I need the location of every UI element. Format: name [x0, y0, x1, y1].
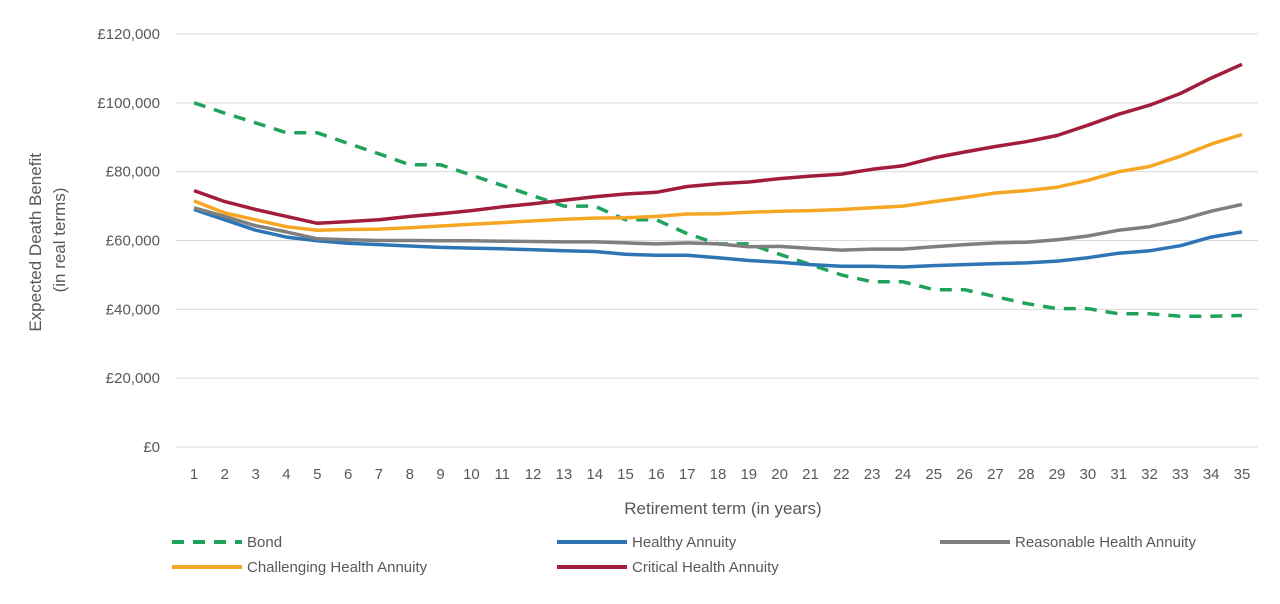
legend-label: Reasonable Health Annuity	[1015, 534, 1196, 551]
series-line-healthy-annuity	[193, 207, 1243, 269]
x-tick-label: 17	[679, 466, 696, 483]
x-axis-title: Retirement term (in years)	[624, 499, 821, 518]
x-tick-label: 29	[1049, 466, 1066, 483]
series-line-bond	[193, 101, 1243, 318]
y-tick-label: £0	[143, 439, 160, 456]
series-line-challenging-health-annuity	[193, 132, 1243, 232]
legend-label: Challenging Health Annuity	[247, 559, 428, 576]
y-tick-label: £100,000	[97, 95, 160, 112]
y-axis-title-line-2: (in real terms)	[50, 188, 69, 293]
y-axis-tick-labels: £0 £20,000 £40,000 £60,000 £80,000 £100,000 £1…	[97, 26, 160, 456]
x-tick-label: 11	[494, 466, 510, 483]
legend-label: Healthy Annuity	[632, 534, 737, 551]
x-tick-label: 35	[1234, 466, 1251, 483]
y-tick-label: £60,000	[106, 233, 160, 250]
legend-item-bond: Bond	[172, 534, 282, 551]
x-tick-label: 18	[710, 466, 727, 483]
x-tick-label: 15	[617, 466, 634, 483]
legend: Bond Healthy Annuity Reasonable Health Ann…	[172, 534, 1196, 576]
x-tick-label: 22	[833, 466, 850, 483]
x-tick-label: 7	[375, 466, 383, 483]
x-tick-label: 6	[344, 466, 352, 483]
series-line-critical-health-annuity	[193, 62, 1243, 226]
x-tick-label: 25	[925, 466, 942, 483]
x-tick-label: 30	[1080, 466, 1097, 483]
y-axis-title: Expected Death Benefit (in real terms)	[26, 148, 69, 331]
y-tick-label: £20,000	[106, 370, 160, 387]
x-tick-label: 21	[802, 466, 819, 483]
x-tick-label: 23	[864, 466, 881, 483]
legend-item-reasonable-health-annuity: Reasonable Health Annuity	[940, 534, 1196, 551]
legend-item-critical-health-annuity: Critical Health Annuity	[557, 559, 779, 576]
x-tick-label: 20	[771, 466, 788, 483]
x-tick-label: 4	[282, 466, 290, 483]
legend-label: Bond	[247, 534, 282, 551]
x-tick-label: 28	[1018, 466, 1035, 483]
y-axis-title-line-1: Expected Death Benefit	[26, 153, 45, 332]
x-tick-label: 34	[1203, 466, 1220, 483]
x-tick-label: 13	[556, 466, 573, 483]
x-tick-label: 2	[221, 466, 229, 483]
x-tick-label: 26	[956, 466, 973, 483]
x-tick-label: 24	[895, 466, 912, 483]
x-tick-label: 19	[740, 466, 757, 483]
x-tick-label: 1	[190, 466, 198, 483]
x-tick-label: 14	[586, 466, 603, 483]
y-tick-label: £40,000	[106, 301, 160, 318]
x-tick-label: 3	[251, 466, 259, 483]
x-tick-label: 5	[313, 466, 321, 483]
x-tick-label: 33	[1172, 466, 1189, 483]
x-tick-label: 16	[648, 466, 665, 483]
x-tick-label: 10	[463, 466, 480, 483]
series-lines	[193, 62, 1243, 318]
x-tick-label: 32	[1141, 466, 1158, 483]
series-line-reasonable-health-annuity	[193, 202, 1243, 252]
y-tick-label: £80,000	[106, 164, 160, 181]
x-tick-label: 8	[406, 466, 414, 483]
x-tick-label: 12	[525, 466, 542, 483]
legend-label: Critical Health Annuity	[632, 559, 779, 576]
x-tick-label: 9	[436, 466, 444, 483]
x-tick-label: 27	[987, 466, 1004, 483]
x-axis-tick-labels: 1 2 3 4 5 6 7 8 9 10 11 12 13 14 15 16 17 18 19 20 21 22 23 24 2…	[190, 466, 1251, 483]
y-tick-label: £120,000	[97, 26, 160, 43]
legend-item-challenging-health-annuity: Challenging Health Annuity	[172, 559, 428, 576]
x-tick-label: 31	[1110, 466, 1127, 483]
legend-item-healthy-annuity: Healthy Annuity	[557, 534, 737, 551]
